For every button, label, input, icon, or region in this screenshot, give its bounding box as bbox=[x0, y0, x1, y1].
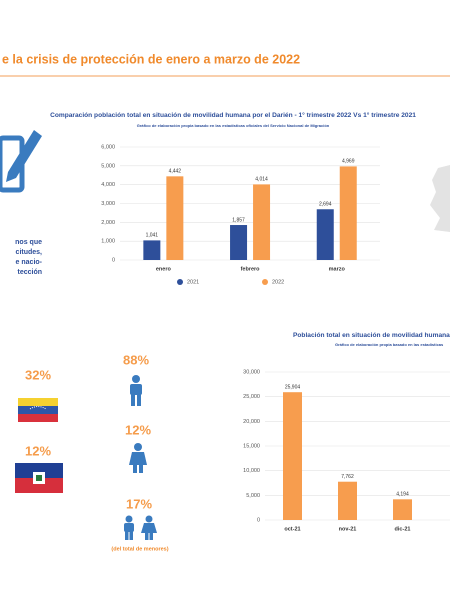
stat-percent: 88% bbox=[123, 352, 149, 367]
bar bbox=[230, 225, 248, 260]
page-title: e la crisis de protección de enero a mar… bbox=[2, 52, 300, 66]
side-text: tección bbox=[17, 269, 42, 276]
x-tick-label: dic-21 bbox=[395, 526, 411, 532]
value-label: 7,762 bbox=[341, 474, 354, 480]
y-tick-label: 1,000 bbox=[101, 239, 115, 245]
pencil-icon bbox=[0, 130, 42, 193]
girl-icon bbox=[129, 443, 147, 473]
y-tick-label: 5,000 bbox=[101, 163, 115, 169]
bar bbox=[338, 481, 357, 520]
value-label: 2,694 bbox=[319, 202, 332, 208]
value-label: 1,041 bbox=[146, 233, 159, 239]
bar bbox=[253, 184, 271, 260]
bar bbox=[143, 240, 161, 260]
side-text: citudes, bbox=[16, 249, 43, 256]
bar bbox=[166, 176, 184, 260]
x-tick-label: enero bbox=[156, 266, 172, 272]
side-text: nos que bbox=[15, 239, 42, 246]
bar bbox=[339, 166, 357, 260]
y-tick-label: 20,000 bbox=[243, 419, 260, 425]
y-tick-label: 30,000 bbox=[243, 369, 260, 375]
value-label: 25,904 bbox=[285, 385, 301, 391]
legend-label: 2021 bbox=[187, 279, 199, 285]
y-tick-label: 0 bbox=[257, 517, 260, 523]
value-label: 4,014 bbox=[255, 177, 268, 183]
chart-subtitle: Gráfico de elaboración propia basado en … bbox=[137, 123, 330, 128]
haiti-flag bbox=[15, 463, 63, 493]
x-tick-label: oct-21 bbox=[284, 526, 300, 532]
side-text: e nacio- bbox=[16, 259, 43, 266]
y-tick-label: 15,000 bbox=[243, 443, 260, 449]
y-tick-label: 2,000 bbox=[101, 220, 115, 226]
stat-percent: 12% bbox=[25, 443, 51, 458]
chart-title: Comparación población total en situación… bbox=[50, 111, 416, 119]
bar bbox=[316, 209, 334, 260]
stat-percent: 17% bbox=[126, 496, 152, 511]
value-label: 4,442 bbox=[169, 169, 182, 175]
stat-percent: 32% bbox=[25, 367, 51, 382]
value-label: 4,969 bbox=[342, 159, 355, 165]
y-tick-label: 3,000 bbox=[101, 201, 115, 207]
y-tick-label: 5,000 bbox=[246, 493, 260, 499]
venezuela-flag bbox=[18, 398, 58, 422]
boy-icon bbox=[130, 375, 142, 406]
bar bbox=[283, 392, 302, 520]
x-tick-label: marzo bbox=[329, 266, 346, 272]
value-label: 4,194 bbox=[396, 492, 409, 498]
value-label: 1,857 bbox=[232, 217, 245, 223]
bar bbox=[393, 499, 412, 520]
map-shape bbox=[430, 165, 450, 232]
legend-swatch bbox=[262, 279, 268, 285]
x-tick-label: febrero bbox=[241, 266, 261, 272]
x-tick-label: nov-21 bbox=[339, 526, 357, 532]
legend-label: 2022 bbox=[272, 279, 284, 285]
y-tick-label: 4,000 bbox=[101, 182, 115, 188]
y-tick-label: 6,000 bbox=[101, 144, 115, 150]
stat-note: (del total de menores) bbox=[111, 546, 168, 552]
stat-percent: 12% bbox=[125, 422, 151, 437]
y-tick-label: 0 bbox=[112, 257, 115, 263]
legend-swatch bbox=[177, 279, 183, 285]
y-tick-label: 25,000 bbox=[243, 394, 260, 400]
children-icon bbox=[124, 515, 157, 540]
chart-subtitle: Gráfico de elaboración propia basado en … bbox=[335, 342, 444, 347]
chart-title: Población total en situación de movilida… bbox=[293, 332, 450, 339]
y-tick-label: 10,000 bbox=[243, 468, 260, 474]
